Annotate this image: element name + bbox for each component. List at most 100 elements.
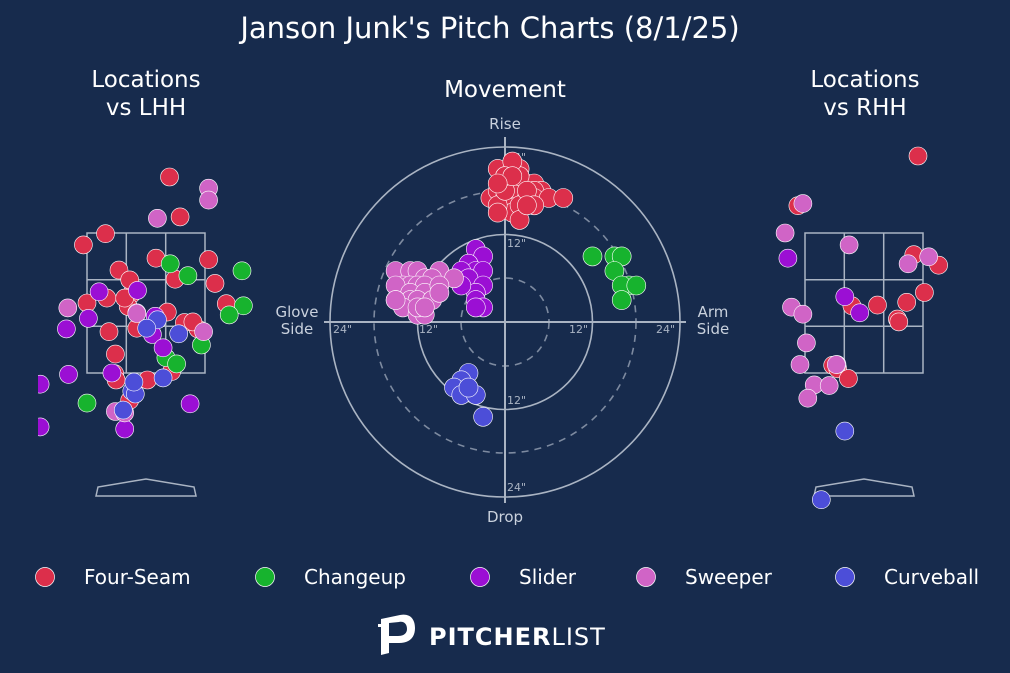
lhh-slider-point-5 [57, 319, 76, 339]
ring-label-top-12: 12" [507, 237, 526, 250]
lhh-slider-point-8 [59, 365, 78, 384]
rhh-zone-outline [804, 232, 924, 374]
lhh-slider-point-0 [89, 282, 109, 302]
rhh-four-seam-point-10 [889, 312, 909, 332]
lhh-changeup-point-8 [77, 393, 97, 413]
movement-slider-point-12 [465, 297, 486, 318]
brand-text-light: LIST [551, 623, 605, 651]
pitcherlist-logo: PITCHERLIST [378, 614, 606, 655]
brand-text: PITCHERLIST [429, 623, 606, 651]
movement-four-seam-point-30 [517, 195, 537, 216]
rhh-sweeper-point-12 [707, 411, 725, 429]
lhh-curveball-point-5 [153, 368, 173, 388]
rhh-four-seam-point-6 [897, 292, 917, 312]
lhh-changeup-point-4 [219, 305, 239, 325]
legend-marker-curveball [835, 567, 855, 587]
movement-four-seam-point-31 [487, 173, 508, 194]
movement-changeup-point-7 [611, 290, 632, 310]
rhh-pitch-locations [707, 146, 948, 510]
lhh-curveball-point-7 [137, 318, 156, 338]
rhh-four-seam-point-7 [868, 295, 887, 315]
legend-marker-slider [470, 567, 490, 587]
axis-glove-side-line1: Glove [275, 303, 318, 321]
rhh-sweeper-point-4 [919, 247, 939, 267]
lhh-curveball-point-1 [169, 324, 188, 344]
ring-label-left-24: 24" [333, 323, 352, 336]
lhh-sweeper-point-2 [148, 209, 167, 228]
brand-text-bold: PITCHER [429, 623, 551, 651]
movement-sweeper-point-23 [429, 282, 450, 303]
lhh-four-seam-point-3 [74, 235, 93, 255]
lhh-four-seam-point-20 [199, 250, 218, 269]
rhh-slider-point-0 [778, 248, 798, 268]
lhh-curveball-point-4 [124, 372, 144, 392]
lhh-four-seam-point-27 [205, 274, 225, 293]
lhh-changeup-point-0 [160, 254, 180, 274]
rhh-four-seam-point-0 [908, 146, 928, 166]
legend-marker-four-seam [35, 567, 55, 587]
axis-glove-side-line2: Side [281, 320, 313, 338]
lhh-four-seam-point-0 [160, 167, 179, 187]
rhh-sweeper-point-10 [819, 376, 839, 395]
rhh-sweeper-point-3 [898, 254, 918, 274]
legend-label-changeup: Changeup [304, 565, 406, 589]
lhh-four-seam-point-2 [96, 224, 115, 243]
movement-changeup-point-0 [582, 246, 603, 267]
lhh-slider-point-11 [115, 419, 134, 439]
lhh-slider-point-12 [38, 417, 50, 437]
movement-four-seam-point-18 [487, 202, 508, 223]
legend-marker-changeup [255, 567, 275, 587]
lhh-changeup-point-2 [232, 261, 252, 281]
lhh-sweeper-point-8 [127, 304, 147, 323]
lhh-sweeper-point-4 [58, 298, 78, 318]
lhh-title-line1: Locations [91, 67, 200, 93]
lhh-four-seam-point-14 [99, 322, 119, 342]
movement-four-seam-point-23 [553, 188, 574, 208]
rhh-home-plate [813, 478, 915, 497]
legend-label-four-seam: Four-Seam [84, 565, 191, 589]
lhh-home-plate [95, 478, 197, 497]
rhh-title-line2: vs RHH [823, 95, 906, 121]
rhh-curveball-point-0 [835, 421, 855, 441]
axis-rise-label: Rise [489, 115, 521, 133]
movement-curveball-point-6 [458, 377, 479, 398]
rhh-sweeper-point-1 [775, 223, 795, 243]
rhh-four-seam-point-2 [731, 223, 749, 241]
legend: Four-Seam Changeup Slider Sweeper Curveb… [35, 565, 979, 589]
movement-curveball-point-5 [473, 406, 493, 427]
lhh-slider-point-6 [153, 338, 173, 358]
rhh-sweeper-point-7 [797, 333, 816, 353]
ring-label-right-12: 12" [569, 323, 588, 336]
rhh-four-seam-point-13 [839, 369, 858, 388]
legend-label-slider: Slider [519, 565, 577, 589]
rhh-sweeper-point-13 [826, 355, 846, 374]
pitcherlist-logo-icon [378, 614, 415, 655]
chart-title: Janson Junk's Pitch Charts (8/1/25) [238, 11, 739, 45]
lhh-pitch-locations [38, 167, 253, 439]
ring-label-right-24: 24" [656, 323, 675, 336]
ring-label-bottom-12: 12" [507, 394, 526, 407]
legend-label-curveball: Curveball [884, 565, 979, 589]
rhh-sweeper-point-2 [839, 235, 859, 255]
rhh-slider-point-1 [835, 287, 855, 307]
movement-points [385, 151, 647, 427]
lhh-sweeper-point-3 [194, 322, 213, 342]
lhh-four-seam-point-15 [106, 344, 125, 364]
legend-marker-sweeper [636, 567, 656, 587]
rhh-slider-point-2 [850, 303, 870, 323]
lhh-changeup-point-1 [178, 266, 198, 286]
rhh-sweeper-point-6 [793, 304, 813, 324]
rhh-sweeper-point-8 [790, 355, 810, 374]
movement-changeup-point-6 [626, 275, 647, 296]
lhh-sweeper-point-1 [199, 190, 218, 210]
rhh-sweeper-point-11 [798, 388, 818, 408]
lhh-slider-point-7 [102, 363, 122, 383]
movement-sweeper-point-25 [414, 297, 435, 318]
lhh-curveball-point-6 [114, 400, 133, 420]
movement-sweeper-point-22 [385, 290, 406, 310]
lhh-changeup-point-3 [234, 296, 253, 316]
lhh-changeup-point-7 [167, 354, 186, 374]
lhh-slider-point-3 [79, 309, 98, 328]
ring-label-bottom-24: 24" [507, 481, 526, 494]
